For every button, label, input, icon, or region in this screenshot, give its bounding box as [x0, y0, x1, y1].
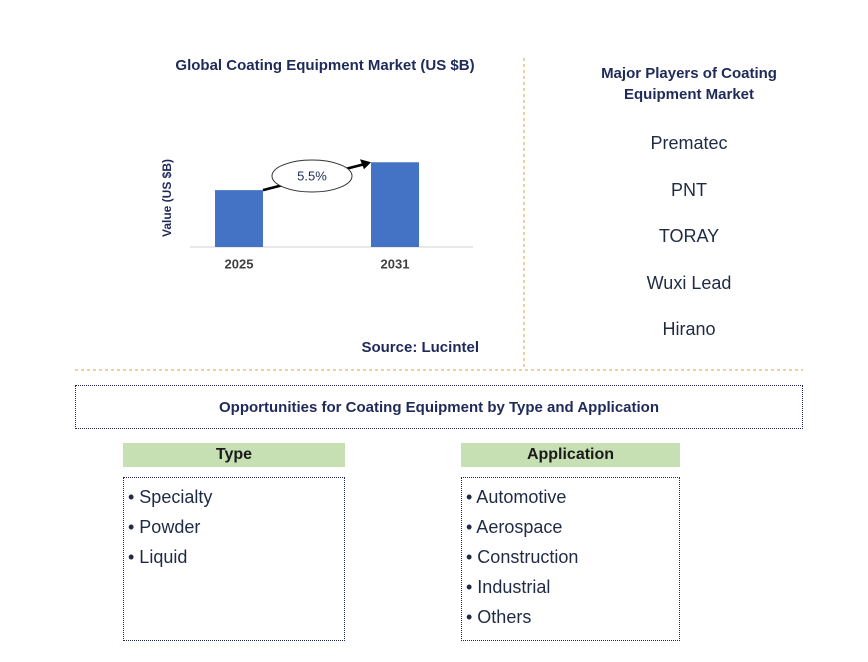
x-tick-label: 2025	[225, 256, 254, 271]
type-header: Type	[123, 443, 345, 467]
list-item: • Industrial	[466, 577, 551, 597]
opportunities-title: Opportunities for Coating Equipment by T…	[75, 385, 803, 429]
type-list: • Specialty • Powder • Liquid	[123, 477, 345, 641]
list-item: • Construction	[466, 547, 579, 567]
players-title: Major Players of Coating Equipment Marke…	[601, 65, 777, 103]
list-item: • Liquid	[128, 547, 188, 567]
player: Wuxi Lead	[646, 272, 732, 293]
bar	[371, 162, 419, 247]
bar	[215, 190, 263, 247]
list-item: • Others	[466, 607, 532, 627]
y-axis-label: Value (US $B)	[160, 159, 174, 237]
list-item: • Aerospace	[466, 517, 563, 537]
player: Prematec	[650, 133, 728, 153]
application-list: • Automotive • Aerospace • Construction • I…	[461, 477, 680, 641]
list-item: • Specialty	[128, 487, 213, 507]
player: TORAY	[658, 226, 720, 246]
list-item: • Powder	[128, 517, 201, 537]
source: Source: Lucintel	[361, 339, 479, 356]
x-tick-label: 2031	[381, 256, 410, 271]
list-item: • Automotive	[466, 487, 567, 507]
annotation-bubble	[271, 159, 353, 193]
application-header: Application	[461, 443, 680, 467]
chart-title: Global Coating Equipment Market (US $B)	[175, 57, 474, 74]
annotation: 5.5%	[297, 168, 327, 183]
arrow-head	[360, 159, 371, 170]
player: Hirano	[662, 319, 716, 339]
player: PNT	[671, 179, 707, 200]
